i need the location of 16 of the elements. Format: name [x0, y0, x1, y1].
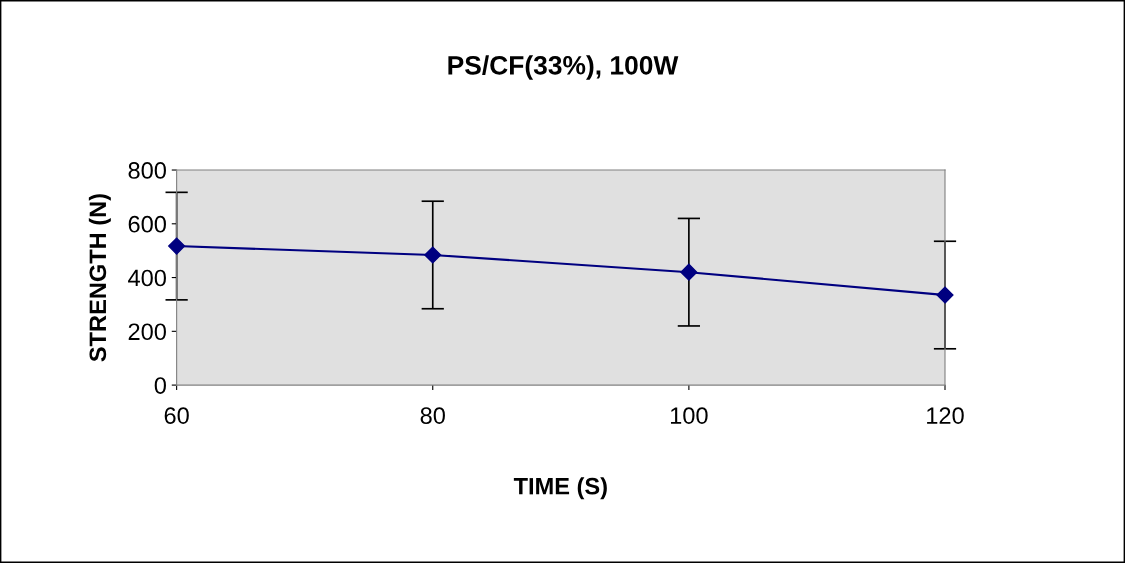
point — [936, 286, 954, 304]
chart-title: PS/CF(33%), 100W — [448, 55, 679, 80]
point — [424, 246, 442, 264]
y-tick-label: 0 — [154, 377, 166, 394]
point — [168, 237, 186, 255]
point — [680, 263, 698, 281]
x-tick-label: 120 — [927, 407, 964, 424]
x-axis-title: TIME (S) — [513, 477, 607, 500]
y-tick-label: 600 — [128, 215, 166, 233]
x-tick-label: 80 — [420, 407, 445, 424]
y-tick-label: 400 — [128, 269, 166, 287]
y-axis-title: STRENGTH (N) — [88, 194, 111, 362]
y-tick-label: 200 — [128, 323, 166, 341]
y-tick-label: 800 — [128, 162, 166, 179]
x-tick-label: 100 — [670, 407, 708, 424]
x-tick-label: 60 — [164, 407, 189, 424]
